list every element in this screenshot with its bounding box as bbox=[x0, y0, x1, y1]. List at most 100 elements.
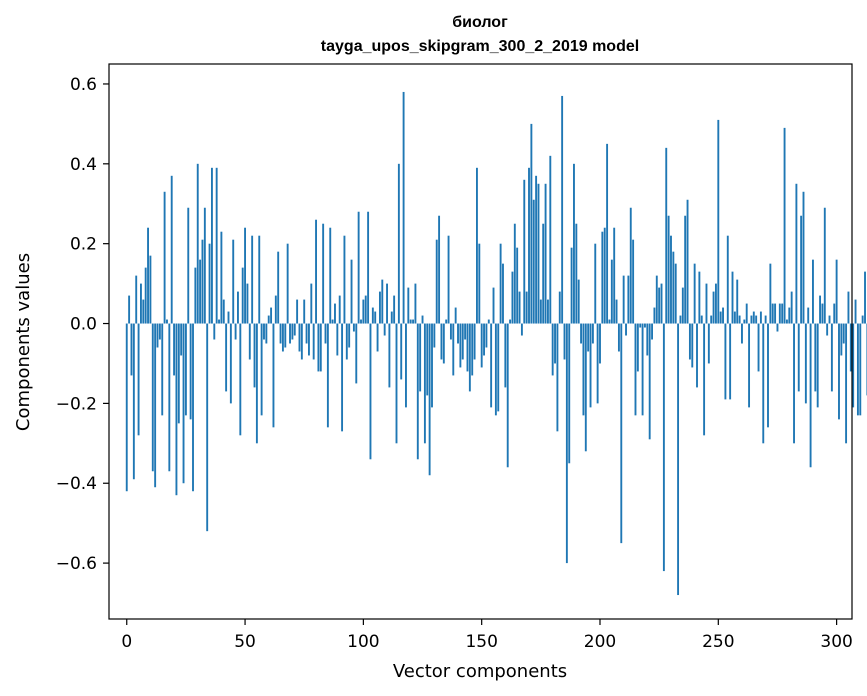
bar-42 bbox=[225, 323, 228, 392]
bar-153 bbox=[487, 319, 490, 324]
bar-263 bbox=[748, 323, 751, 408]
bar-14 bbox=[158, 323, 161, 340]
bar-11 bbox=[151, 323, 154, 472]
bar-93 bbox=[345, 323, 348, 360]
bar-310 bbox=[859, 323, 862, 416]
bar-309 bbox=[856, 323, 859, 416]
bar-302 bbox=[840, 323, 843, 356]
bar-224 bbox=[655, 275, 658, 324]
bar-29 bbox=[194, 267, 197, 324]
bar-101 bbox=[364, 295, 367, 324]
bar-32 bbox=[201, 239, 204, 324]
bar-117 bbox=[402, 91, 405, 324]
bar-214 bbox=[632, 239, 635, 324]
bar-193 bbox=[582, 323, 585, 416]
bar-141 bbox=[459, 323, 462, 368]
bar-206 bbox=[613, 227, 616, 324]
bar-68 bbox=[286, 243, 289, 324]
bar-165 bbox=[516, 247, 519, 324]
bar-304 bbox=[845, 323, 848, 444]
bar-246 bbox=[707, 323, 710, 364]
bar-176 bbox=[542, 223, 545, 324]
bar-235 bbox=[681, 287, 684, 324]
bar-43 bbox=[227, 311, 230, 324]
bar-126 bbox=[423, 323, 426, 444]
bar-138 bbox=[452, 323, 455, 376]
bar-203 bbox=[606, 143, 609, 324]
bar-154 bbox=[490, 323, 493, 408]
bar-297 bbox=[828, 315, 831, 324]
bar-185 bbox=[563, 323, 566, 360]
bar-17 bbox=[166, 319, 168, 324]
y-tick-label: 0.4 bbox=[70, 155, 97, 175]
bar-180 bbox=[551, 323, 554, 376]
bar-179 bbox=[549, 155, 552, 324]
y-axis-label: Components values bbox=[13, 253, 34, 431]
bar-76 bbox=[305, 323, 308, 344]
bar-127 bbox=[426, 323, 429, 396]
bar-227 bbox=[662, 323, 665, 572]
bar-166 bbox=[518, 291, 521, 324]
bar-210 bbox=[622, 275, 625, 324]
bar-58 bbox=[263, 323, 265, 340]
bar-26 bbox=[187, 207, 190, 324]
bar-259 bbox=[738, 315, 741, 324]
bar-121 bbox=[412, 319, 415, 324]
bar-131 bbox=[435, 239, 438, 324]
bar-3 bbox=[132, 323, 135, 480]
x-tick-label: 50 bbox=[234, 632, 256, 652]
bar-136 bbox=[447, 235, 450, 324]
bar-51 bbox=[246, 283, 249, 324]
bar-139 bbox=[454, 307, 457, 324]
bar-52 bbox=[248, 323, 251, 360]
bar-291 bbox=[814, 323, 817, 392]
bar-174 bbox=[537, 183, 540, 324]
bar-80 bbox=[315, 219, 317, 324]
bar-82 bbox=[319, 323, 322, 372]
bar-62 bbox=[272, 323, 275, 428]
bar-114 bbox=[395, 323, 398, 444]
bar-86 bbox=[329, 227, 332, 324]
bar-305 bbox=[847, 291, 850, 324]
bar-272 bbox=[769, 263, 772, 324]
chart-title: биолог bbox=[452, 14, 508, 31]
bar-97 bbox=[355, 323, 358, 384]
bar-222 bbox=[651, 323, 653, 340]
bar-24 bbox=[182, 323, 185, 484]
bar-283 bbox=[795, 183, 798, 324]
bar-146 bbox=[471, 323, 474, 376]
bar-147 bbox=[473, 323, 476, 360]
bar-13 bbox=[156, 323, 159, 348]
bar-53 bbox=[251, 235, 254, 324]
bar-47 bbox=[237, 291, 239, 324]
bar-90 bbox=[338, 295, 341, 324]
y-tick-label: −0.4 bbox=[56, 474, 97, 494]
bar-192 bbox=[580, 323, 583, 344]
bar-125 bbox=[421, 315, 424, 324]
bar-225 bbox=[658, 287, 661, 324]
bar-142 bbox=[461, 323, 464, 360]
bar-215 bbox=[634, 323, 637, 416]
bar-20 bbox=[173, 323, 176, 376]
x-tick-label: 100 bbox=[347, 632, 379, 652]
bar-189 bbox=[573, 163, 575, 324]
y-tick-label: 0.6 bbox=[70, 75, 97, 95]
bar-181 bbox=[554, 323, 556, 364]
bar-21 bbox=[175, 323, 178, 496]
bar-201 bbox=[601, 231, 604, 324]
bar-22 bbox=[177, 323, 180, 424]
x-tick-label: 300 bbox=[820, 632, 852, 652]
bar-134 bbox=[442, 323, 445, 364]
bar-245 bbox=[705, 283, 708, 324]
bar-213 bbox=[629, 207, 632, 324]
bar-300 bbox=[835, 259, 838, 324]
bar-87 bbox=[331, 319, 334, 324]
bar-172 bbox=[532, 199, 535, 324]
bar-98 bbox=[357, 211, 360, 324]
bar-59 bbox=[265, 323, 268, 344]
x-axis-ticks: 0 50 100 150 200 250 300 bbox=[121, 619, 853, 652]
bar-232 bbox=[674, 263, 677, 324]
bar-133 bbox=[440, 323, 443, 360]
bar-129 bbox=[431, 323, 433, 408]
bar-167 bbox=[520, 323, 523, 336]
